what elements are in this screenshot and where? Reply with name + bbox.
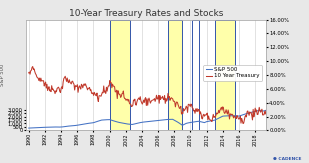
- 10 Year Treasury: [58, 90, 62, 92]
- Bar: [110, 20, 130, 130]
- 10 Year Treasury: [249, 112, 252, 114]
- S&P 500: [259, 110, 262, 111]
- S&P 500: [96, 120, 99, 122]
- Title: 10-Year Treasury Rates and Stocks: 10-Year Treasury Rates and Stocks: [69, 9, 223, 18]
- 10 Year Treasury: [265, 116, 269, 118]
- Bar: [168, 20, 182, 130]
- S&P 500: [57, 126, 61, 128]
- S&P 500: [265, 109, 269, 111]
- 10 Year Treasury: [61, 81, 65, 83]
- 10 Year Treasury: [96, 101, 100, 103]
- S&P 500: [61, 126, 64, 128]
- S&P 500: [27, 127, 31, 129]
- Text: ● CADENCE: ● CADENCE: [273, 157, 301, 161]
- 10 Year Treasury: [260, 108, 264, 110]
- 10 Year Treasury: [27, 72, 31, 74]
- S&P 500: [101, 119, 105, 121]
- Y-axis label: S&P 500: S&P 500: [0, 64, 5, 86]
- Line: 10 Year Treasury: 10 Year Treasury: [29, 67, 267, 124]
- Legend: S&P 500, 10 Year Treasury: S&P 500, 10 Year Treasury: [204, 65, 262, 81]
- 10 Year Treasury: [241, 123, 245, 125]
- Bar: [192, 20, 199, 130]
- 10 Year Treasury: [102, 85, 106, 87]
- S&P 500: [247, 112, 251, 114]
- Line: S&P 500: S&P 500: [29, 110, 267, 128]
- 10 Year Treasury: [31, 66, 35, 68]
- Bar: [215, 20, 235, 130]
